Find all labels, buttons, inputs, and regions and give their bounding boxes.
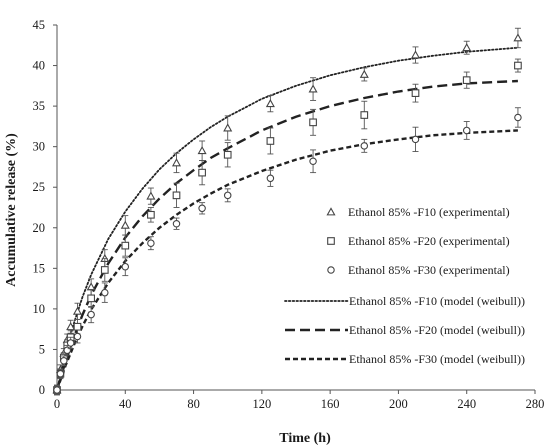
axes	[53, 24, 536, 394]
y-tick-label: 35	[33, 99, 46, 113]
data-point	[86, 282, 96, 291]
data-point	[411, 135, 420, 144]
data-point	[265, 98, 275, 108]
data-point	[411, 89, 420, 97]
data-point	[359, 69, 369, 78]
legend-label: Ethanol 85% -F30 (experimental)	[348, 263, 510, 277]
y-tick-label: 45	[33, 18, 46, 32]
x-tick-label: 80	[187, 397, 200, 411]
experimental-series-1	[52, 27, 523, 396]
x-tick-label: 160	[321, 397, 340, 411]
legend-label: Ethanol 85% -F30 (model (weibull))	[349, 352, 525, 366]
legend-item-2: Ethanol 85% -F20 (experimental)	[327, 234, 510, 248]
data-point	[172, 191, 181, 200]
legend-marker	[327, 237, 335, 245]
legend: Ethanol 85% -F10 (experimental) Ethanol 8…	[284, 205, 525, 366]
legend-label: Ethanol 85% -F20 (experimental)	[348, 234, 510, 248]
y-tick-label: 0	[39, 383, 45, 397]
data-point	[121, 241, 130, 250]
data-point	[63, 346, 71, 355]
x-tick-label: 200	[389, 397, 408, 411]
data-point	[121, 262, 130, 271]
x-tick-label: 240	[457, 397, 476, 411]
legend-marker	[326, 207, 336, 216]
data-point	[53, 386, 61, 394]
experimental-series-3	[53, 107, 522, 395]
data-point	[101, 288, 109, 297]
legend-item-6: Ethanol 85% -F30 (model (weibull))	[285, 352, 525, 366]
data-point	[309, 118, 317, 127]
data-point	[410, 50, 421, 59]
data-point	[309, 157, 317, 166]
data-point	[66, 322, 76, 331]
x-axis-title: Time (h)	[279, 431, 331, 446]
data-point	[72, 306, 83, 315]
data-point	[462, 42, 472, 52]
data-point	[514, 113, 522, 122]
y-tick-label: 10	[33, 302, 46, 316]
data-point	[172, 219, 181, 228]
model-curve-1	[56, 46, 519, 391]
data-point	[223, 150, 232, 159]
data-point	[462, 76, 471, 85]
data-point	[308, 84, 318, 93]
data-point	[266, 137, 275, 145]
data-point	[266, 174, 275, 183]
data-point	[60, 357, 68, 365]
legend-item-4: Ethanol 85% -F10 (model (weibull))	[284, 294, 525, 308]
data-point	[87, 310, 95, 319]
data-point	[198, 168, 206, 177]
data-point	[197, 145, 207, 155]
legend-label: Ethanol 85% -F20 (model (weibull))	[349, 323, 525, 337]
data-point	[223, 191, 232, 200]
data-point	[73, 332, 82, 341]
y-tick-label: 30	[33, 140, 46, 154]
legend-label: Ethanol 85% -F10 (experimental)	[348, 205, 510, 219]
legend-item-1: Ethanol 85% -F10 (experimental)	[326, 205, 510, 219]
legend-item-3: Ethanol 85% -F30 (experimental)	[327, 263, 510, 277]
x-tick-label: 120	[252, 397, 271, 411]
data-point	[147, 210, 155, 219]
model-curve-3	[55, 129, 518, 391]
y-tick-label: 20	[33, 221, 46, 235]
y-tick-label: 25	[33, 180, 46, 194]
data-point	[146, 191, 156, 200]
data-point	[462, 126, 471, 135]
y-tick-label: 15	[33, 261, 46, 275]
legend-item-5: Ethanol 85% -F20 (model (weibull))	[285, 323, 525, 337]
data-point	[120, 220, 130, 229]
data-point	[198, 204, 206, 213]
data-point	[223, 123, 233, 132]
data-point	[514, 61, 522, 70]
data-point	[360, 111, 369, 119]
tick-labels: 0 40 80 120 160 200 240 280 0 5 10 15 20 25 30 35 40 45	[33, 18, 545, 411]
y-tick-label: 40	[33, 59, 46, 73]
x-tick-label: 0	[54, 397, 60, 411]
data-point	[513, 33, 523, 42]
data-point	[147, 239, 155, 247]
x-tick-label: 280	[526, 397, 545, 411]
data-point	[360, 142, 369, 150]
y-axis-title: Accumulative release (%)	[4, 133, 19, 287]
data-point	[66, 339, 75, 347]
data-point	[73, 322, 82, 331]
data-point	[87, 294, 95, 303]
plot-area	[52, 27, 523, 396]
data-point	[100, 266, 109, 274]
y-tick-label: 5	[39, 342, 45, 356]
legend-label: Ethanol 85% -F10 (model (weibull))	[349, 294, 525, 308]
x-tick-label: 40	[119, 397, 132, 411]
model-curve-2	[55, 79, 518, 391]
data-point	[56, 370, 65, 378]
legend-marker	[327, 266, 335, 274]
data-point	[171, 158, 182, 167]
